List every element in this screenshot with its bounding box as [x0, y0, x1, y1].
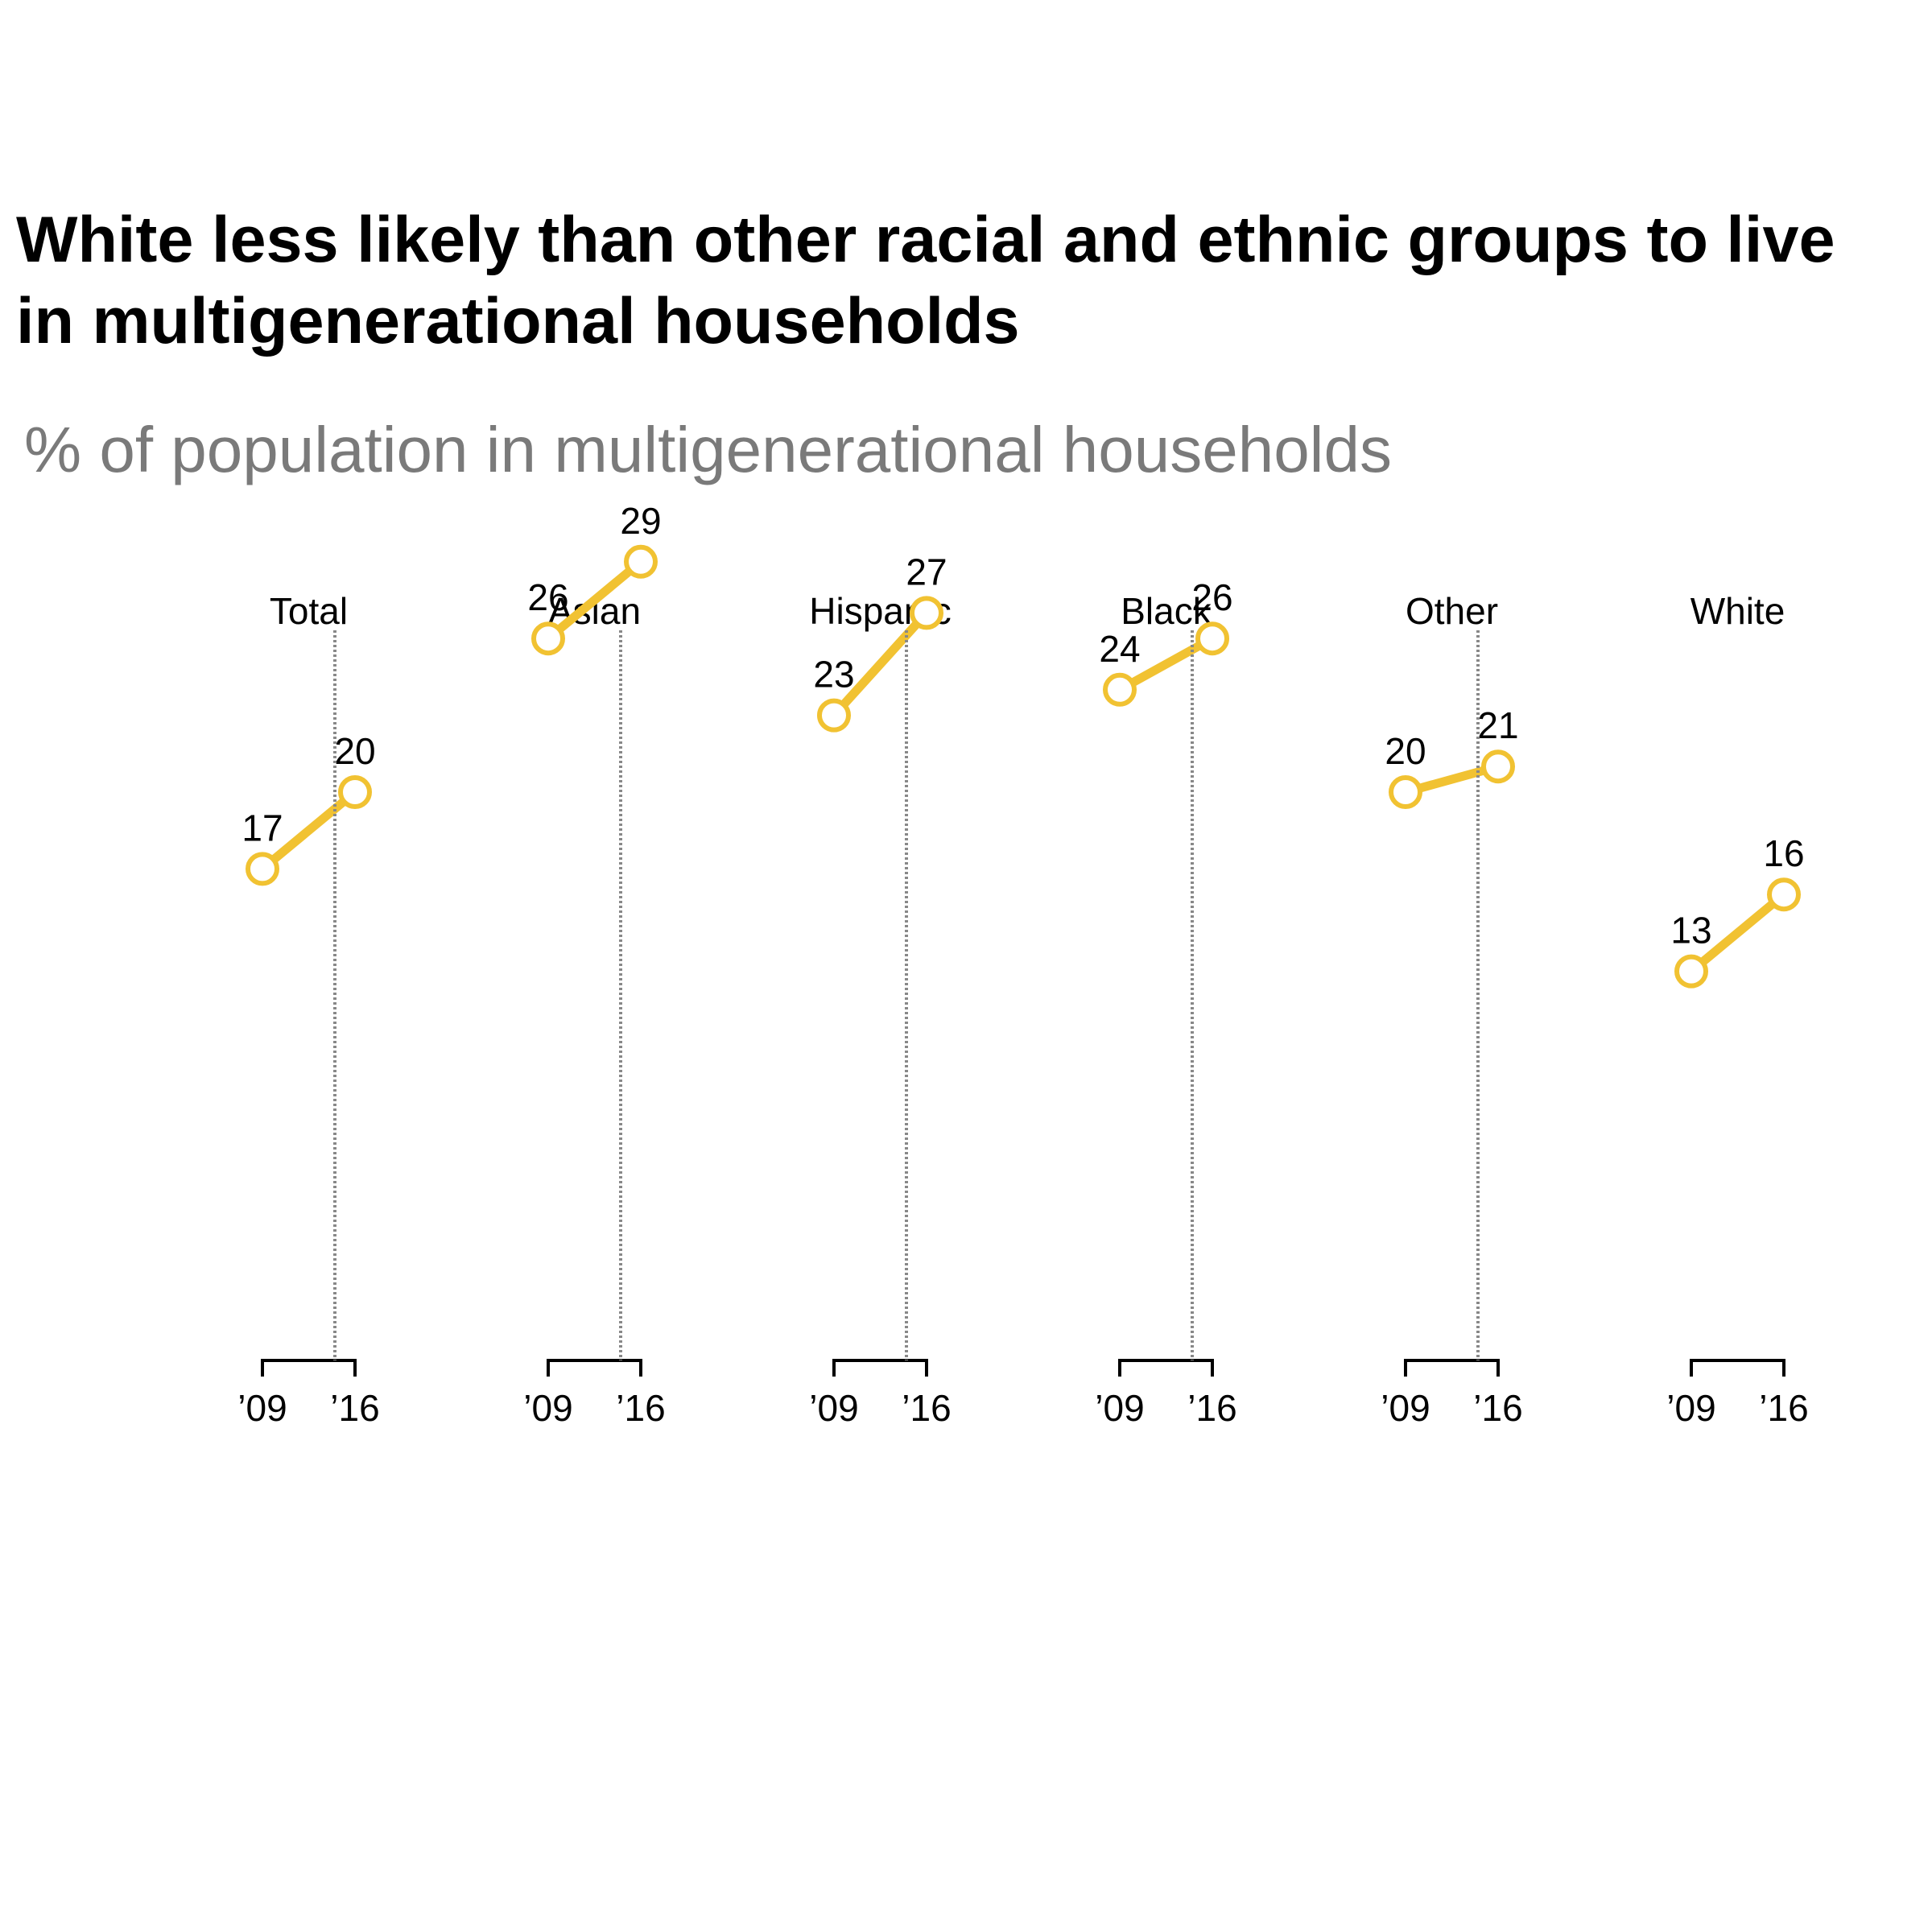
- tick-label-09-hispanic: ’09: [809, 1387, 858, 1429]
- point-16-total: [338, 775, 372, 809]
- slope-line-total: [258, 787, 360, 873]
- point-09-total: [246, 852, 279, 886]
- tick-label-09-asian: ’09: [523, 1387, 572, 1429]
- data-label-16-asian: 29: [620, 500, 661, 542]
- panel-label-white: White: [1690, 590, 1785, 632]
- axis-bracket-total: [261, 1359, 357, 1377]
- point-16-other: [1481, 749, 1515, 784]
- data-label-16-other: 21: [1477, 704, 1518, 746]
- data-label-09-hispanic: 23: [813, 654, 854, 696]
- tick-label-16-total: ’16: [330, 1387, 379, 1429]
- axis-bracket-white: [1690, 1359, 1785, 1377]
- tick-label-09-white: ’09: [1666, 1387, 1715, 1429]
- point-16-black: [1195, 621, 1229, 656]
- data-label-16-white: 16: [1763, 832, 1804, 874]
- tick-label-09-black: ’09: [1095, 1387, 1144, 1429]
- tick-label-16-white: ’16: [1759, 1387, 1808, 1429]
- point-09-hispanic: [817, 698, 851, 733]
- point-16-hispanic: [910, 596, 943, 630]
- data-label-09-white: 13: [1670, 910, 1711, 952]
- tick-label-16-black: ’16: [1187, 1387, 1236, 1429]
- data-label-09-asian: 26: [527, 576, 568, 618]
- axis-bracket-hispanic: [832, 1359, 928, 1377]
- slope-line-white: [1686, 890, 1789, 976]
- point-09-white: [1674, 954, 1708, 989]
- data-label-16-hispanic: 27: [906, 551, 947, 592]
- data-label-09-other: 20: [1385, 730, 1426, 772]
- point-09-other: [1389, 775, 1422, 809]
- chart-title: White less likely than other racial and …: [16, 204, 1835, 357]
- point-09-black: [1103, 672, 1137, 707]
- panel-label-black: Black: [1121, 590, 1212, 632]
- point-09-asian: [531, 621, 565, 656]
- tick-label-09-other: ’09: [1381, 1387, 1430, 1429]
- axis-bracket-other: [1404, 1359, 1500, 1377]
- point-16-asian: [624, 544, 658, 579]
- axis-bracket-asian: [547, 1359, 642, 1377]
- data-label-16-black: 26: [1191, 576, 1232, 618]
- tick-label-16-other: ’16: [1473, 1387, 1522, 1429]
- tick-label-16-asian: ’16: [616, 1387, 665, 1429]
- panel-label-total: Total: [270, 590, 348, 632]
- slope-line-asian: [543, 557, 646, 643]
- slope-line-hispanic: [829, 608, 931, 720]
- tick-label-09-total: ’09: [237, 1387, 287, 1429]
- data-label-09-total: 17: [242, 807, 283, 848]
- data-label-09-black: 24: [1099, 628, 1140, 670]
- tick-label-16-hispanic: ’16: [902, 1387, 951, 1429]
- data-label-16-total: 20: [334, 730, 375, 772]
- axis-bracket-black: [1118, 1359, 1214, 1377]
- point-16-white: [1767, 877, 1801, 912]
- chart-subtitle: % of population in multigenerational hou…: [24, 414, 1392, 485]
- panel-label-other: Other: [1406, 590, 1498, 632]
- slope-line-black: [1115, 634, 1217, 695]
